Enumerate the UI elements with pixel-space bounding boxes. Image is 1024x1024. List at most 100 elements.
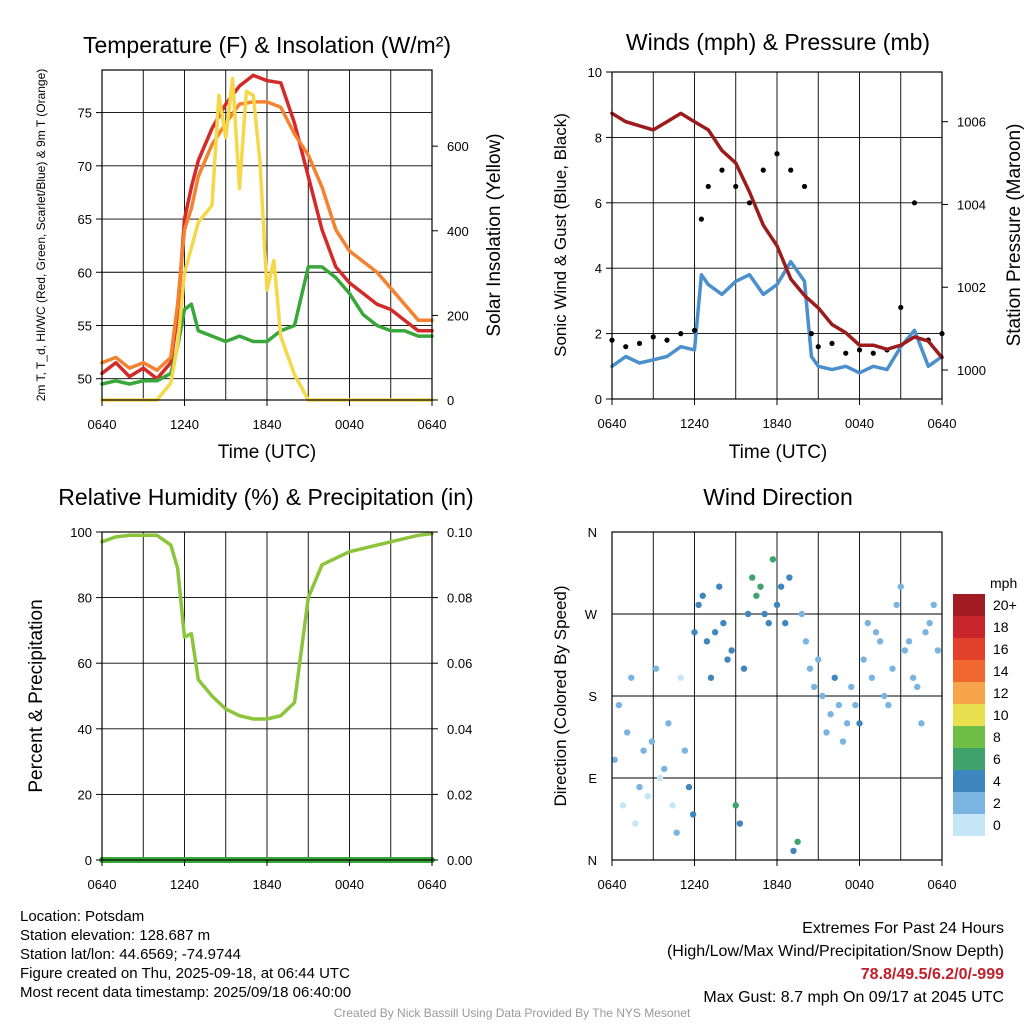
direction-point <box>685 783 693 791</box>
direction-point <box>736 820 744 827</box>
direction-point <box>893 601 900 609</box>
series-line <box>610 259 944 375</box>
x-tick-label: 0640 <box>928 877 957 892</box>
direction-point <box>794 838 801 845</box>
direction-point <box>860 656 867 663</box>
y-left-tick-label: 20 <box>78 787 92 802</box>
series-line <box>100 73 434 381</box>
y-right-tick-label: 0 <box>447 393 454 408</box>
direction-point <box>777 583 785 590</box>
direction-point <box>934 647 942 654</box>
legend-label: 18 <box>993 619 1009 635</box>
y-right-tick-label: 0.08 <box>447 591 472 606</box>
x-tick-label: 1240 <box>170 417 199 432</box>
y-left-tick-label: 60 <box>78 265 92 280</box>
gust-point <box>760 167 766 173</box>
direction-point <box>930 601 937 609</box>
x-tick-label: 0640 <box>598 416 627 431</box>
gust-point <box>815 344 821 350</box>
x-tick-label: 1840 <box>253 877 282 892</box>
x-tick-label: 0040 <box>845 416 874 431</box>
gust-point <box>898 304 904 311</box>
x-tick-label: 0640 <box>418 877 447 892</box>
direction-point <box>648 738 656 745</box>
legend-label: 6 <box>993 751 1001 767</box>
y-left-tick-label: 0 <box>85 853 92 868</box>
wind-grid <box>612 72 942 399</box>
direction-point <box>889 665 896 672</box>
x-tick-label: 1840 <box>253 417 282 432</box>
direction-point <box>677 674 684 681</box>
direction-point <box>897 583 904 590</box>
x-tick-label: 0640 <box>418 417 447 432</box>
y-left-tick-label: 40 <box>78 722 92 737</box>
x-tick-label: 1240 <box>170 877 199 892</box>
direction-point <box>744 610 752 618</box>
credit-line: Created By Nick Bassill Using Data Provi… <box>333 1006 691 1020</box>
direction-point <box>773 601 781 609</box>
direction-point <box>827 711 834 718</box>
direction-point <box>711 629 719 636</box>
direction-point <box>665 720 672 727</box>
direction-point <box>885 701 892 709</box>
x-tick-label: 1240 <box>680 877 709 892</box>
temperature-ylabel-right: Solar Insolation (Yellow) <box>484 133 505 336</box>
gust-point <box>746 200 753 206</box>
wind-direction-grid <box>612 532 942 860</box>
direction-point <box>918 720 925 727</box>
direction-point <box>661 765 668 773</box>
direction-point <box>732 802 739 809</box>
y-left-tick-label: 8 <box>595 130 602 145</box>
direction-point <box>611 756 618 763</box>
figure-created: Figure created on Thu, 2025-09-18, at 06… <box>20 965 350 982</box>
humidity-title: Relative Humidity (%) & Precipitation (i… <box>58 484 473 510</box>
direction-point <box>628 674 635 681</box>
direction-point <box>835 701 843 709</box>
temperature-ticks: 0640 1240 1840 0040 0640 50 55 60 65 70 75 0 200 400 6… <box>78 106 469 432</box>
wind-panel: Winds (mph) & Pressure (mb) 0640 1240 1840… <box>551 29 1024 463</box>
legend-label: 20+ <box>993 597 1017 613</box>
direction-point <box>802 638 810 645</box>
y-right-tick-label: 600 <box>447 139 469 154</box>
x-tick-label: 1840 <box>763 877 792 892</box>
wind-direction-panel: Wind Direction 0640 1240 1840 0040 0640NESWN… <box>551 484 1017 892</box>
y-right-tick-label: 1006 <box>957 115 986 130</box>
y-left-tick-label: 4 <box>595 261 602 276</box>
legend-label: 10 <box>993 707 1009 723</box>
direction-point <box>720 619 727 627</box>
wind-ylabel-right: Station Pressure (Maroon) <box>1004 124 1024 347</box>
direction-point <box>632 820 639 827</box>
y-right-tick-label: 200 <box>447 308 469 323</box>
y-left-tick-label: 50 <box>78 372 92 387</box>
humidity-panel: Relative Humidity (%) & Precipitation (i… <box>26 484 474 892</box>
gust-point <box>623 344 629 350</box>
legend-label: 16 <box>993 641 1009 657</box>
station-latlon: Station lat/lon: 44.6569; -74.9744 <box>20 946 242 963</box>
gust-point <box>774 151 780 157</box>
direction-point <box>695 601 702 609</box>
legend-swatch <box>953 682 985 704</box>
gust-point <box>808 331 814 337</box>
series-line <box>100 265 434 386</box>
speed-legend: 20+ 18 16 14 12 10 8 6 4 2 0 <box>953 594 1017 836</box>
temperature-grid <box>102 70 432 400</box>
gust-point <box>636 340 643 347</box>
wind-direction-ylabel: Direction (Colored By Speed) <box>551 585 570 806</box>
y-left-tick-label: 65 <box>78 212 92 227</box>
direction-point <box>823 729 830 736</box>
direction-point <box>901 647 909 654</box>
x-tick-label: 0040 <box>845 877 874 892</box>
y-right-tick-label: 0.02 <box>447 787 472 802</box>
gust-point <box>843 350 849 356</box>
direction-point <box>761 610 768 618</box>
legend-label: 0 <box>993 817 1001 833</box>
x-tick-label: 0040 <box>335 877 364 892</box>
x-tick-label: 0640 <box>598 877 627 892</box>
wind-ticks: 0640 1240 1840 0040 0640 0 2 4 6 8 10 1000 1002 1004 1… <box>588 65 986 431</box>
direction-point <box>815 656 822 663</box>
gust-point <box>705 183 711 190</box>
direction-point <box>852 701 859 709</box>
extremes-title: Extremes For Past 24 Hours <box>802 920 1004 937</box>
